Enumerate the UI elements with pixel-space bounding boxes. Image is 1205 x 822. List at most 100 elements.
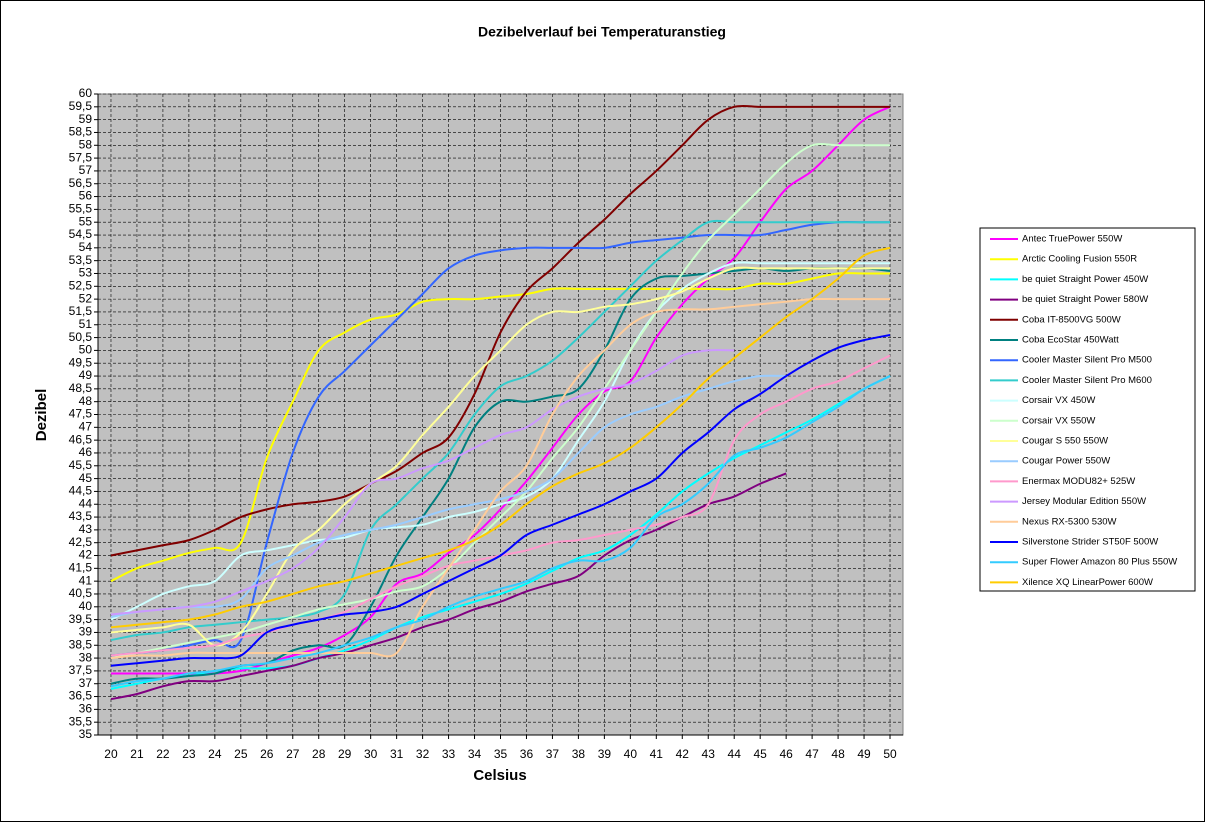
y-tick-label: 40 (79, 599, 93, 613)
x-tick-label: 26 (260, 747, 274, 761)
y-tick-label: 60 (79, 86, 93, 100)
y-tick-label: 56,5 (69, 176, 93, 190)
x-tick-label: 32 (416, 747, 430, 761)
x-tick-label: 24 (208, 747, 222, 761)
y-tick-label: 48 (79, 394, 93, 408)
series-line (110, 272, 891, 583)
x-tick-label: 27 (286, 747, 300, 761)
y-tick-label: 43 (79, 522, 93, 536)
y-tick-label: 54 (79, 240, 93, 254)
y-tick-label: 38,5 (69, 637, 93, 651)
x-tick-label: 42 (676, 747, 690, 761)
series-line (110, 297, 891, 660)
x-tick-label: 20 (104, 747, 118, 761)
series-line (110, 375, 891, 688)
y-tick-label: 53,5 (69, 253, 93, 267)
series-line (110, 349, 735, 616)
y-tick-label: 58 (79, 137, 93, 151)
y-tick-label: 59 (79, 112, 93, 126)
y-tick-label: 35 (79, 727, 93, 741)
y-tick-label: 45 (79, 471, 93, 485)
legend-label: Cooler Master Silent Pro M500 (1022, 355, 1152, 366)
legend-label: Xilence XQ LinearPower 600W (1022, 577, 1153, 588)
chart-title: Dezibelverlauf bei Temperaturanstieg (478, 24, 726, 40)
legend-label: be quiet Straight Power 450W (1022, 274, 1148, 285)
y-tick-label: 54,5 (69, 227, 93, 241)
y-tick-label: 49,5 (69, 355, 93, 369)
y-tick-label: 57 (79, 163, 93, 177)
x-tick-label: 48 (831, 747, 845, 761)
y-tick-label: 39 (79, 625, 93, 639)
x-tick-label: 45 (753, 747, 767, 761)
y-tick-label: 53 (79, 266, 93, 280)
x-tick-label: 50 (883, 747, 897, 761)
series-line (110, 246, 891, 629)
y-tick-label: 43,5 (69, 509, 93, 523)
series-line (110, 104, 891, 557)
legend-label: Silverstone Strider ST50F 500W (1022, 537, 1158, 548)
x-tick-label: 33 (442, 747, 456, 761)
y-tick-label: 45,5 (69, 458, 93, 472)
y-tick-label: 44 (79, 496, 93, 510)
legend-label: Jersey Modular Edition 550W (1022, 496, 1146, 507)
x-tick-label: 44 (728, 747, 742, 761)
y-tick-label: 48,5 (69, 381, 93, 395)
x-tick-label: 43 (702, 747, 716, 761)
x-tick-label: 23 (182, 747, 196, 761)
legend-label: Cooler Master Silent Pro M600 (1022, 375, 1152, 386)
x-tick-label: 41 (650, 747, 664, 761)
legend-label: Super Flower Amazon 80 Plus 550W (1022, 557, 1177, 568)
x-tick-label: 21 (130, 747, 144, 761)
series-line (110, 375, 891, 690)
series-line (110, 266, 891, 647)
x-tick-label: 38 (572, 747, 586, 761)
y-tick-label: 56 (79, 189, 93, 203)
legend-label: Enermax MODU82+ 525W (1022, 476, 1135, 487)
series-line (110, 472, 787, 701)
x-tick-label: 30 (364, 747, 378, 761)
x-tick-label: 40 (624, 747, 638, 761)
y-tick-label: 42,5 (69, 535, 93, 549)
x-tick-label: 37 (546, 747, 560, 761)
y-tick-label: 47,5 (69, 407, 93, 421)
x-tick-label: 28 (312, 747, 326, 761)
x-tick-label: 34 (468, 747, 482, 761)
y-tick-label: 36,5 (69, 689, 93, 703)
y-axis-label: Dezibel (33, 389, 50, 442)
y-tick-label: 40,5 (69, 586, 93, 600)
series-line (110, 219, 891, 642)
x-tick-label: 47 (805, 747, 819, 761)
x-tick-label: 25 (234, 747, 248, 761)
y-tick-label: 37,5 (69, 663, 93, 677)
legend-label: Cougar Power 550W (1022, 456, 1110, 467)
y-tick-label: 41,5 (69, 561, 93, 575)
y-tick-label: 58,5 (69, 125, 93, 139)
y-tick-label: 46,5 (69, 432, 93, 446)
x-tick-label: 36 (520, 747, 534, 761)
y-tick-label: 59,5 (69, 99, 93, 113)
y-tick-label: 49 (79, 368, 93, 382)
y-tick-label: 51 (79, 317, 93, 331)
legend-label: be quiet Straight Power 580W (1022, 294, 1148, 305)
x-tick-label: 22 (156, 747, 170, 761)
y-tick-label: 46 (79, 445, 93, 459)
y-tick-label: 39,5 (69, 612, 93, 626)
y-tick-label: 55,5 (69, 202, 93, 216)
legend-label: Arctic Cooling Fusion 550R (1022, 254, 1137, 265)
series-line (110, 261, 891, 621)
series-line (110, 374, 787, 619)
legend-box (979, 227, 1196, 592)
y-tick-label: 37 (79, 676, 93, 690)
y-tick-label: 42 (79, 548, 93, 562)
x-tick-label: 49 (857, 747, 871, 761)
y-tick-label: 52,5 (69, 278, 93, 292)
y-tick-label: 50,5 (69, 330, 93, 344)
y-tick-label: 47 (79, 419, 93, 433)
x-tick-label: 39 (598, 747, 612, 761)
x-tick-label: 35 (494, 747, 508, 761)
series-line (110, 334, 891, 667)
legend-label: Coba EcoStar 450Watt (1022, 335, 1119, 346)
legend-label: Cougar S 550 550W (1022, 436, 1108, 447)
